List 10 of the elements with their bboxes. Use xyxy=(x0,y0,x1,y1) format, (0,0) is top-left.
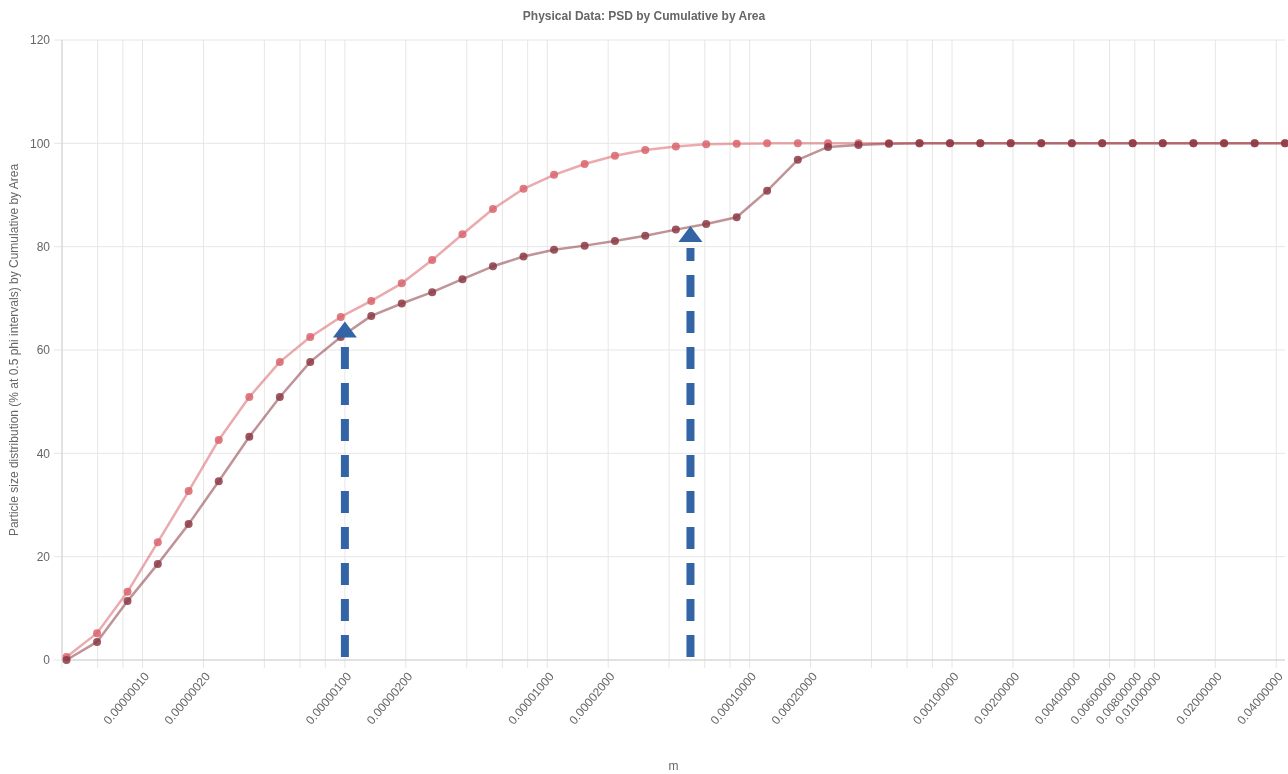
y-tick-label: 100 xyxy=(29,136,51,151)
x-axis-title: m xyxy=(668,759,679,773)
y-tick-label: 60 xyxy=(36,343,51,358)
y-tick-label: 0 xyxy=(43,653,51,668)
chart-title: Physical Data: PSD by Cumulative by Area xyxy=(522,9,766,23)
y-axis-title: Particle size distribution (% at 0.5 phi intervals) by Cumulative by Area xyxy=(7,163,21,537)
y-tick-label: 20 xyxy=(36,549,51,564)
y-tick-label: 120 xyxy=(29,33,51,48)
y-tick-label: 80 xyxy=(36,239,51,254)
y-tick-label: 40 xyxy=(36,446,51,461)
